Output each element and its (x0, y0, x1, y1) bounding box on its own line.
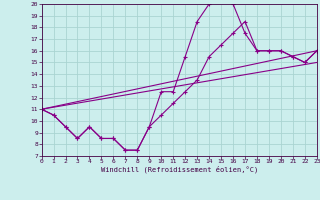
X-axis label: Windchill (Refroidissement éolien,°C): Windchill (Refroidissement éolien,°C) (100, 166, 258, 173)
